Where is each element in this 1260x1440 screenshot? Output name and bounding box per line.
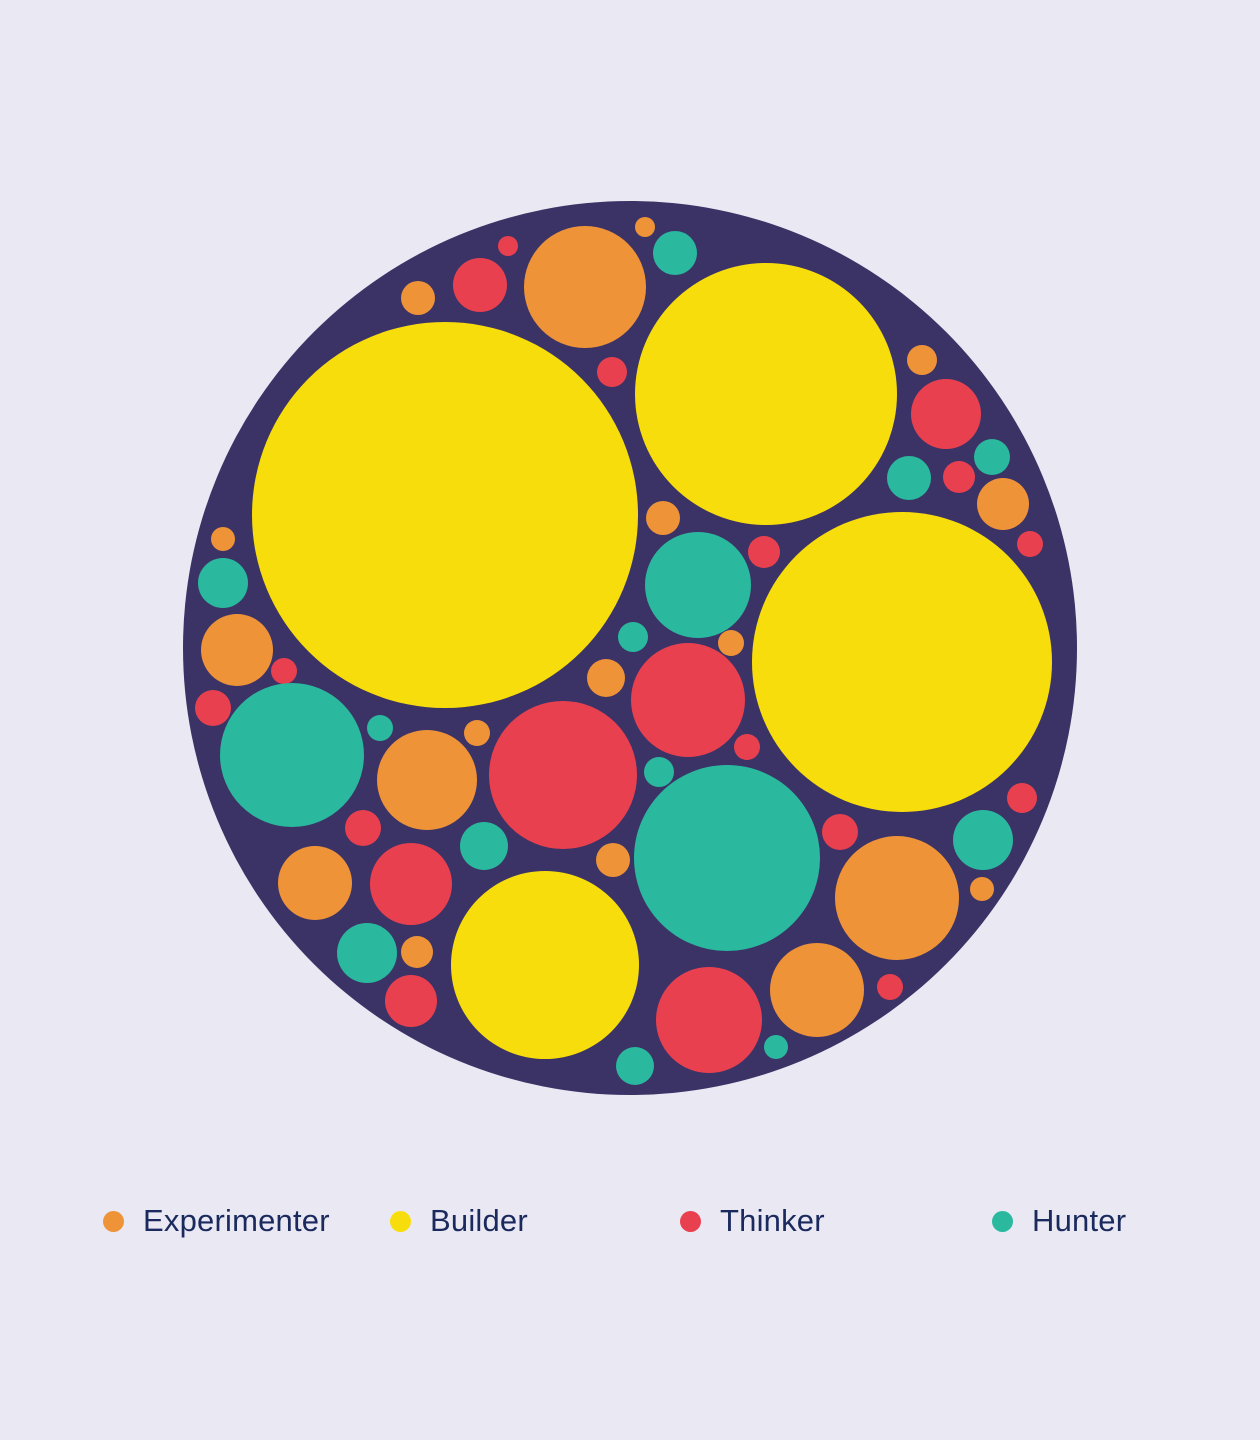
legend: Experimenter Builder Thinker Hunter — [0, 1203, 1260, 1239]
bubble-builder — [252, 322, 638, 708]
bubble-hunter — [460, 822, 508, 870]
bubble-thinker — [498, 236, 518, 256]
legend-swatch-thinker-icon — [680, 1210, 701, 1232]
bubble-thinker — [734, 734, 760, 760]
bubble-hunter — [974, 439, 1010, 475]
legend-label-hunter: Hunter — [1032, 1203, 1127, 1238]
bubble-experimenter — [646, 501, 680, 535]
bubble-experimenter — [835, 836, 959, 960]
bubble-experimenter — [464, 720, 490, 746]
bubble-thinker — [631, 643, 745, 757]
bubble-experimenter — [635, 217, 655, 237]
bubble-experimenter — [587, 659, 625, 697]
bubble-experimenter — [401, 936, 433, 968]
bubble-experimenter — [524, 226, 646, 348]
bubble-experimenter — [201, 614, 273, 686]
legend-swatch-experimenter-icon — [103, 1210, 124, 1232]
bubble-hunter — [198, 558, 248, 608]
bubble-hunter — [220, 683, 364, 827]
bubble-hunter — [653, 231, 697, 275]
legend-item-builder: Builder — [390, 1203, 528, 1239]
bubble-experimenter — [718, 630, 744, 656]
legend-swatch-hunter-icon — [992, 1210, 1013, 1232]
bubble-experimenter — [278, 846, 352, 920]
bubble-hunter — [337, 923, 397, 983]
bubble-experimenter — [770, 943, 864, 1037]
bubble-thinker — [911, 379, 981, 449]
legend-label-experimenter: Experimenter — [143, 1203, 330, 1238]
bubble-hunter — [618, 622, 648, 652]
bubble-thinker — [489, 701, 637, 849]
bubble-experimenter — [377, 730, 477, 830]
bubble-hunter — [887, 456, 931, 500]
legend-label-thinker: Thinker — [720, 1203, 825, 1238]
bubble-hunter — [644, 757, 674, 787]
bubble-experimenter — [401, 281, 435, 315]
bubble-hunter — [953, 810, 1013, 870]
bubble-experimenter — [977, 478, 1029, 530]
bubble-hunter — [764, 1035, 788, 1059]
bubble-thinker — [656, 967, 762, 1073]
bubble-experimenter — [596, 843, 630, 877]
bubble-builder — [451, 871, 639, 1059]
bubble-thinker — [195, 690, 231, 726]
legend-label-builder: Builder — [430, 1203, 528, 1238]
bubble-thinker — [748, 536, 780, 568]
bubble-thinker — [453, 258, 507, 312]
bubble-thinker — [943, 461, 975, 493]
bubble-thinker — [877, 974, 903, 1000]
bubble-thinker — [1017, 531, 1043, 557]
bubble-thinker — [822, 814, 858, 850]
legend-item-thinker: Thinker — [680, 1203, 825, 1239]
legend-swatch-builder-icon — [390, 1210, 411, 1232]
bubble-builder — [635, 263, 897, 525]
legend-item-hunter: Hunter — [992, 1203, 1126, 1239]
bubble-hunter — [645, 532, 751, 638]
legend-item-experimenter: Experimenter — [103, 1203, 330, 1239]
bubble-thinker — [1007, 783, 1037, 813]
bubble-thinker — [271, 658, 297, 684]
bubble-hunter — [616, 1047, 654, 1085]
bubble-thinker — [385, 975, 437, 1027]
bubble-hunter — [367, 715, 393, 741]
bubble-experimenter — [907, 345, 937, 375]
bubble-thinker — [370, 843, 452, 925]
bubble-thinker — [345, 810, 381, 846]
bubble-experimenter — [970, 877, 994, 901]
bubble-builder — [752, 512, 1052, 812]
bubble-experimenter — [211, 527, 235, 551]
bubble-thinker — [597, 357, 627, 387]
bubble-hunter — [634, 765, 820, 951]
